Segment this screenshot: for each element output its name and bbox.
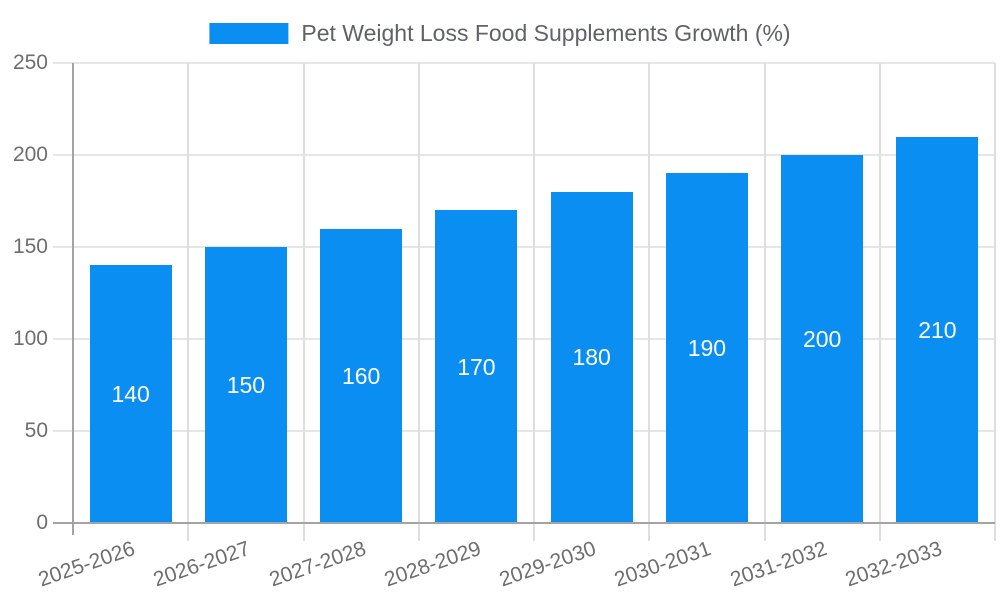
- y-axis-line: [72, 63, 74, 535]
- x-gridline: [648, 63, 651, 541]
- bar-value-label: 200: [802, 326, 842, 352]
- y-gridline: [53, 338, 995, 340]
- bar-value-label: 150: [226, 372, 266, 398]
- bar-value-label: 190: [687, 335, 727, 362]
- legend-color-swatch-icon: [209, 23, 289, 44]
- bar-value-label: 210: [918, 316, 957, 343]
- bar-value-label: 180: [572, 344, 611, 371]
- x-gridline: [187, 63, 190, 541]
- x-tick-label: 2026-2027: [150, 537, 254, 592]
- bar: [550, 191, 633, 523]
- x-tick-label: 2030-2031: [611, 537, 715, 592]
- chart-legend[interactable]: Pet Weight Loss Food Supplements Growth …: [209, 20, 791, 47]
- x-gridline: [878, 63, 881, 541]
- x-tick-label: 2032-2033: [842, 537, 945, 592]
- bar: [781, 155, 864, 523]
- x-gridline: [302, 63, 305, 541]
- x-gridline: [994, 63, 996, 541]
- bar: [435, 210, 518, 523]
- bar-value-label: 170: [457, 353, 496, 380]
- bar: [204, 247, 287, 523]
- y-tick-label: 50: [24, 419, 48, 442]
- x-gridline: [763, 63, 766, 541]
- y-gridline: [53, 246, 995, 248]
- x-tick-label: 2027-2028: [266, 537, 369, 592]
- bar: [320, 228, 403, 523]
- y-gridline: [53, 62, 995, 64]
- bar: [665, 173, 748, 523]
- x-axis-line: [53, 522, 995, 524]
- bar: [89, 265, 172, 523]
- y-gridline: [53, 154, 995, 156]
- y-tick-label: 100: [12, 327, 48, 350]
- y-gridline: [53, 430, 995, 432]
- y-tick-label: 0: [36, 511, 48, 534]
- legend-label: Pet Weight Loss Food Supplements Growth …: [301, 20, 791, 46]
- x-tick-label: 2029-2030: [496, 537, 600, 592]
- bar: [896, 136, 979, 523]
- y-tick-label: 200: [12, 143, 48, 166]
- y-tick-label: 150: [12, 235, 48, 258]
- x-tick-label: 2028-2029: [381, 537, 484, 592]
- x-gridline: [417, 63, 420, 541]
- x-gridline: [533, 63, 535, 541]
- y-tick-label: 250: [12, 51, 48, 74]
- bar-value-label: 140: [111, 381, 150, 408]
- x-tick-label: 2031-2032: [727, 537, 830, 592]
- x-tick-label: 2025-2026: [35, 537, 139, 592]
- bar-value-label: 160: [341, 362, 381, 389]
